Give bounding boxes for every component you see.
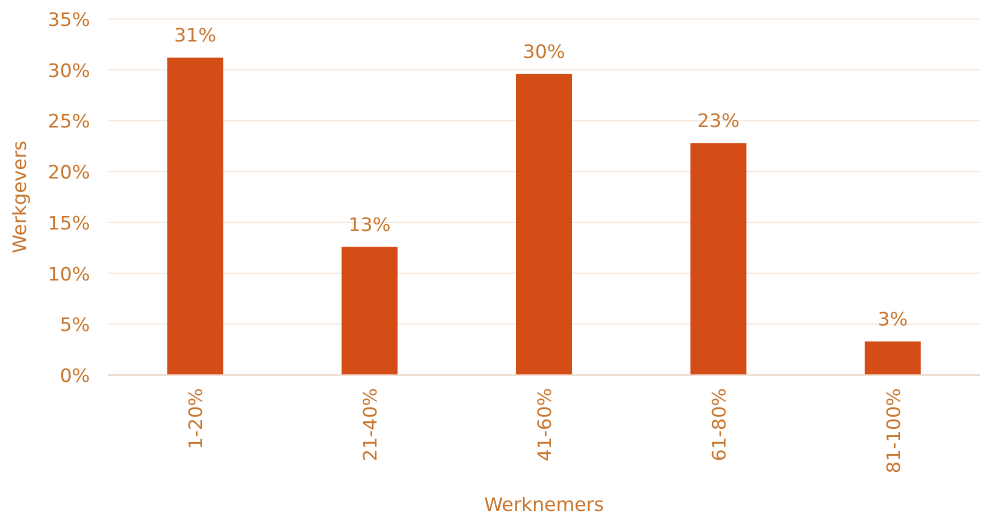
bar: [864, 341, 921, 375]
bar: [516, 73, 572, 375]
x-tick-label: 61-80%: [708, 388, 730, 461]
data-label: 30%: [523, 41, 565, 63]
y-tick-label: 30%: [48, 60, 90, 82]
y-tick-label: 10%: [48, 263, 90, 285]
x-tick-label: 41-60%: [534, 388, 556, 461]
bars: [167, 57, 921, 375]
y-tick-label: 15%: [48, 212, 90, 234]
data-label: 3%: [878, 308, 908, 330]
y-axis-title: Werkgevers: [9, 141, 31, 254]
y-tick-label: 35%: [48, 9, 90, 31]
y-tick-label: 0%: [60, 365, 90, 387]
x-axis-ticks: 1-20% 21-40% 41-60% 61-80% 81-100%: [185, 388, 905, 473]
x-tick-label: 21-40%: [360, 388, 382, 461]
bar: [167, 57, 224, 375]
data-label: 23%: [697, 110, 739, 132]
data-labels: 31% 13% 30% 23% 3%: [174, 25, 908, 331]
bar: [690, 143, 747, 375]
x-axis-title: Werknemers: [484, 494, 604, 516]
y-tick-label: 5%: [60, 314, 90, 336]
y-tick-label: 20%: [48, 162, 90, 184]
bar: [341, 246, 398, 375]
x-tick-label: 81-100%: [883, 388, 905, 473]
y-axis-ticks: 0% 5% 10% 15% 20% 25% 30% 35%: [48, 9, 90, 387]
data-label: 31%: [174, 25, 216, 47]
data-label: 13%: [348, 214, 390, 236]
x-tick-label: 1-20%: [185, 388, 207, 449]
y-tick-label: 25%: [48, 111, 90, 133]
